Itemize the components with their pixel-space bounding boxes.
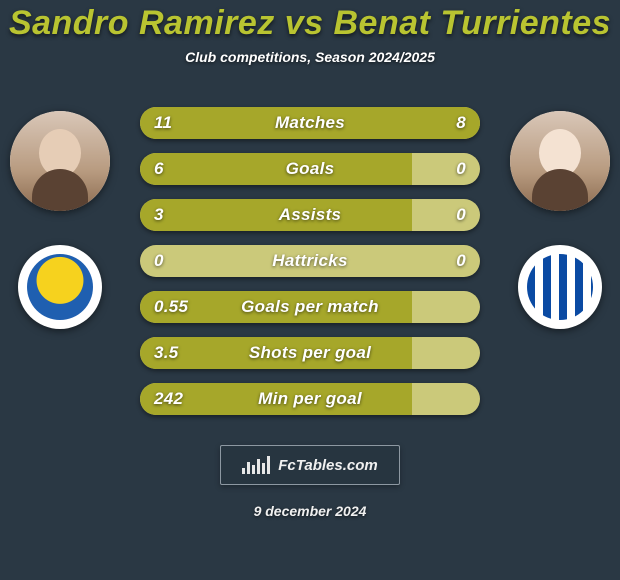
person-icon [10,111,110,211]
stat-row: 30Assists [140,199,480,231]
stat-label: Goals per match [140,291,480,323]
club-crest-icon [27,254,93,320]
stat-row: 0.55Goals per match [140,291,480,323]
player2-club-logo [518,245,602,329]
bars-icon [242,456,270,474]
stat-row: 00Hattricks [140,245,480,277]
comparison-area: 118Matches 60Goals 30Assists 00Hattricks 0.5… [0,89,620,419]
card: Sandro Ramirez vs Benat Turrientes Club … [0,0,620,580]
stat-label: Shots per goal [140,337,480,369]
stat-row: 118Matches [140,107,480,139]
player1-club-logo [18,245,102,329]
stat-label: Hattricks [140,245,480,277]
stat-label: Assists [140,199,480,231]
stat-label: Goals [140,153,480,185]
stat-label: Matches [140,107,480,139]
stat-row: 242Min per goal [140,383,480,415]
player1-photo [10,111,110,211]
person-icon [510,111,610,211]
stat-row: 3.5Shots per goal [140,337,480,369]
stats-list: 118Matches 60Goals 30Assists 00Hattricks 0.5… [140,89,480,415]
date-text: 9 december 2024 [254,503,367,519]
page-subtitle: Club competitions, Season 2024/2025 [185,49,435,65]
stat-row: 60Goals [140,153,480,185]
stat-label: Min per goal [140,383,480,415]
page-title: Sandro Ramirez vs Benat Turrientes [9,4,611,43]
site-badge: FcTables.com [220,445,400,485]
player2-photo [510,111,610,211]
club-crest-icon [527,254,593,320]
badge-text: FcTables.com [278,457,377,474]
